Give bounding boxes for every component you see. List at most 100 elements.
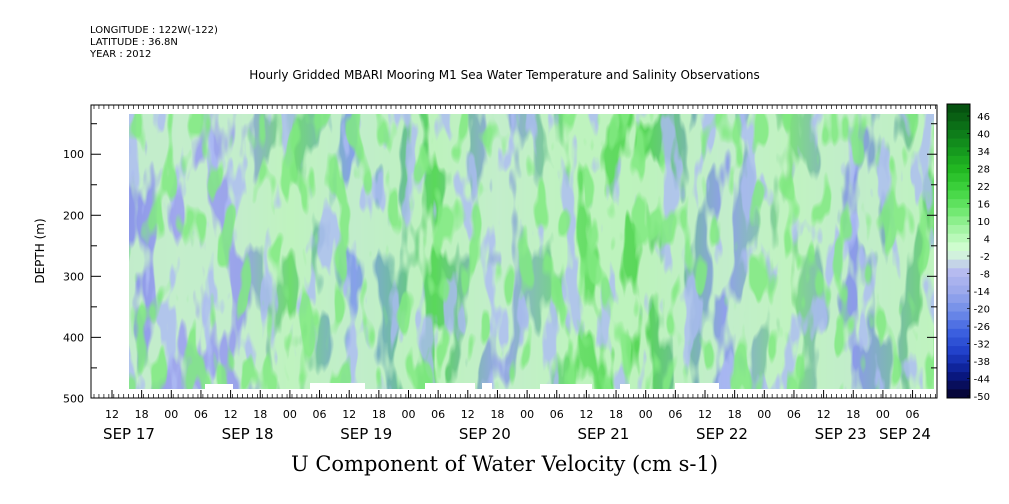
colorbar-swatch	[947, 354, 970, 364]
colorbar-label: 40	[977, 130, 990, 141]
colorbar-label: -32	[974, 340, 990, 351]
x-hour-tick-label: 12	[698, 408, 712, 421]
y-tick-label: 300	[63, 270, 84, 283]
colorbar-swatch	[947, 164, 970, 174]
colorbar-label: -50	[974, 392, 990, 403]
colorbar-swatch	[947, 363, 970, 373]
colorbar-swatch	[947, 294, 970, 304]
colorbar-swatch	[947, 242, 970, 252]
x-date-label: SEP 21	[577, 425, 629, 443]
x-date-label: SEP 17	[103, 425, 155, 443]
x-date-label: SEP 20	[459, 425, 511, 443]
colorbar-swatch	[947, 138, 970, 148]
colorbar-swatch	[947, 389, 970, 399]
colorbar-label: 10	[977, 217, 990, 228]
colorbar-swatch	[947, 199, 970, 209]
x-hour-tick-label: 12	[342, 408, 356, 421]
colorbar-swatch	[947, 251, 970, 261]
colorbar-swatch	[947, 233, 970, 243]
colorbar-swatch	[947, 268, 970, 278]
colorbar-label: -2	[980, 252, 990, 263]
x-hour-tick-label: 18	[372, 408, 386, 421]
colorbar-swatch	[947, 311, 970, 321]
x-hour-tick-label: 06	[550, 408, 564, 421]
colorbar-swatch	[947, 104, 970, 114]
y-tick-label: 200	[63, 209, 84, 222]
colorbar-label: 34	[977, 147, 990, 158]
colorbar-label: 22	[977, 182, 990, 193]
x-hour-tick-label: 06	[906, 408, 920, 421]
colorbar-swatch	[947, 155, 970, 165]
x-hour-tick-label: 18	[253, 408, 267, 421]
colorbar-swatch	[947, 121, 970, 131]
colorbar-label: -44	[974, 375, 990, 386]
x-hour-tick-label: 00	[520, 408, 534, 421]
chart-title: Hourly Gridded MBARI Mooring M1 Sea Wate…	[249, 68, 760, 82]
colorbar: 46 40 34 28 22 16 10 4 -2 -8 -14 -20 -26 -32 -38 -44 -50	[946, 103, 990, 403]
x-date-label: SEP 22	[696, 425, 748, 443]
colorbar-label: -26	[974, 322, 990, 333]
heatmap-field	[129, 114, 934, 389]
x-date-label: SEP 18	[222, 425, 274, 443]
x-hour-tick-label: 00	[639, 408, 653, 421]
x-date-label: SEP 24	[879, 425, 931, 443]
x-hour-tick-label: 12	[817, 408, 831, 421]
colorbar-swatch	[947, 190, 970, 200]
colorbar-swatch	[947, 346, 970, 356]
colorbar-label: 46	[977, 112, 990, 123]
colorbar-swatch	[947, 225, 970, 235]
colorbar-swatch	[947, 328, 970, 338]
x-axis-title: U Component of Water Velocity (cm s-1)	[290, 452, 719, 476]
colorbar-swatch	[947, 259, 970, 269]
x-hour-tick-label: 18	[728, 408, 742, 421]
y-axis-title: DEPTH (m)	[33, 218, 47, 283]
x-hour-tick-label: 18	[490, 408, 504, 421]
y-tick-label: 500	[63, 392, 84, 405]
x-hour-tick-label: 18	[846, 408, 860, 421]
colorbar-swatch	[947, 337, 970, 347]
x-hour-tick-label: 00	[757, 408, 771, 421]
x-date-label: SEP 23	[815, 425, 867, 443]
colorbar-swatch	[947, 372, 970, 382]
plot-frame	[90, 104, 938, 399]
x-hour-tick-label: 18	[609, 408, 623, 421]
missing-data-gaps	[205, 383, 719, 390]
colorbar-swatch	[947, 276, 970, 286]
colorbar-swatch	[947, 112, 970, 122]
x-hour-tick-label: 00	[283, 408, 297, 421]
y-tick-label: 400	[63, 331, 84, 344]
y-tick-label: 100	[63, 148, 84, 161]
colorbar-swatch	[947, 320, 970, 330]
colorbar-frame	[946, 103, 971, 399]
colorbar-swatch	[947, 129, 970, 139]
x-hour-tick-label: 06	[787, 408, 801, 421]
colorbar-swatch	[947, 173, 970, 183]
x-hour-tick-label: 00	[876, 408, 890, 421]
colorbar-label: -38	[974, 357, 990, 368]
colorbar-swatch	[947, 285, 970, 295]
x-hour-tick-label: 12	[105, 408, 119, 421]
colorbar-swatch	[947, 302, 970, 312]
x-date-label: SEP 19	[340, 425, 392, 443]
colorbar-label: -14	[974, 287, 990, 298]
x-hour-tick-label: 06	[431, 408, 445, 421]
x-hour-tick-label: 12	[579, 408, 593, 421]
x-hour-tick-label: 00	[402, 408, 416, 421]
x-hour-tick-label: 18	[135, 408, 149, 421]
x-hour-tick-label: 12	[224, 408, 238, 421]
x-axis-ticks: 12 18 00 06 12 18 00 06 12 18 00 06 12 18 00 06 12 18 00 06…	[93, 105, 936, 443]
x-hour-tick-label: 06	[668, 408, 682, 421]
colorbar-swatch	[947, 380, 970, 390]
colorbar-swatch	[947, 147, 970, 157]
longitude-label: LONGITUDE : 122W(-122)	[90, 25, 218, 36]
x-hour-tick-label: 00	[164, 408, 178, 421]
colorbar-label: 28	[977, 165, 990, 176]
colorbar-swatch	[947, 181, 970, 191]
colorbar-label: 16	[977, 200, 990, 211]
x-hour-tick-label: 06	[194, 408, 208, 421]
colorbar-swatch	[947, 207, 970, 217]
colorbar-label: 4	[984, 235, 990, 246]
latitude-label: LATITUDE : 36.8N	[90, 37, 178, 48]
colorbar-label: -20	[974, 305, 990, 316]
